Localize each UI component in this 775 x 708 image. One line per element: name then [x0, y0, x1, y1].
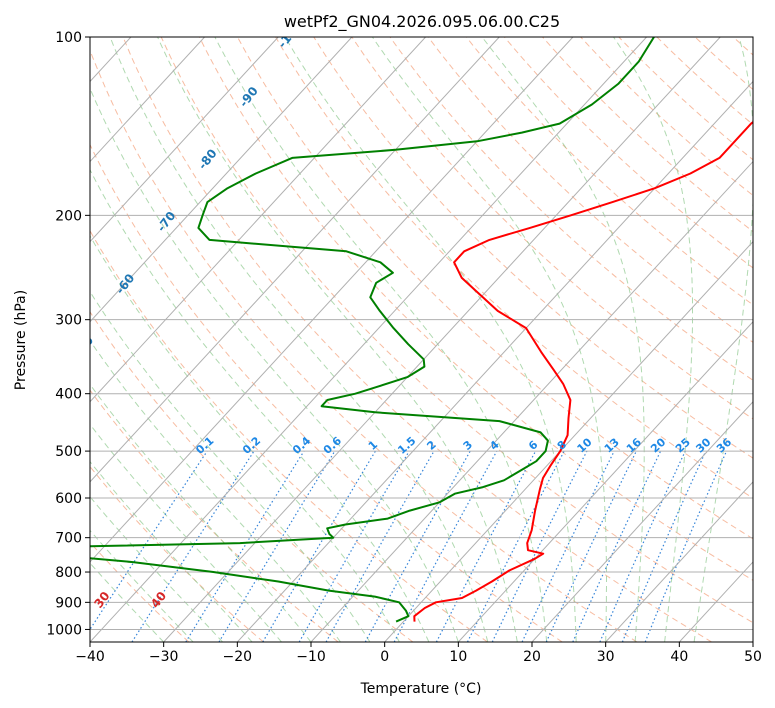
isotherm-line — [236, 80, 753, 642]
moist-adiabat — [371, 37, 607, 642]
isotherm-line — [605, 481, 753, 642]
moist-adiabat — [90, 383, 312, 642]
dry-adiabat — [160, 37, 753, 624]
x-tick-label: −30 — [149, 649, 179, 665]
moist-adiabat — [90, 339, 341, 642]
y-tick-label: 200 — [55, 208, 82, 224]
moist-adiabat — [481, 37, 645, 642]
dry-adiabat — [389, 37, 753, 381]
x-axis-label: Temperature (°C) — [360, 681, 482, 697]
moist-adiabat — [90, 460, 253, 642]
mixing-ratio-line — [185, 450, 305, 642]
moist-adiabat — [90, 495, 223, 642]
dry-adiabat — [90, 49, 638, 642]
dry-adiabat — [198, 37, 753, 581]
dry-adiabat — [465, 37, 753, 306]
axes: −40 −30 −20 −10 0 10 20 30 40 50 1000 900 800 700 600 5… — [46, 30, 762, 665]
y-axis-label: Pressure (hPa) — [13, 290, 29, 390]
mixing-ratio-line — [90, 450, 208, 631]
isotherm-line — [90, 37, 426, 403]
dewpoint-profile — [90, 37, 655, 623]
mixing-ratio-line — [218, 450, 336, 642]
dry-adiabat — [90, 311, 414, 642]
mixing-ratio-line — [325, 450, 435, 642]
y-tick-label: 700 — [55, 531, 82, 547]
dry-adiabat — [90, 229, 488, 642]
x-tick-label: 30 — [597, 649, 615, 665]
isotherm-line — [384, 240, 753, 642]
dry-adiabat — [542, 37, 753, 233]
mixing-ratio-line — [393, 450, 498, 642]
mixing-ratio-line — [466, 450, 565, 642]
isotherm-line — [310, 160, 753, 642]
moist-adiabat — [90, 562, 165, 642]
y-tick-label: 300 — [55, 313, 82, 329]
moist-adiabat — [613, 37, 693, 642]
y-tick-label: 900 — [55, 595, 82, 611]
mixing-ratio-line — [131, 450, 255, 642]
y-tick-label: 800 — [55, 565, 82, 581]
moist-adiabat — [284, 37, 577, 642]
background-grid — [90, 37, 753, 642]
plot-frame — [89, 36, 754, 643]
profile-lines — [90, 37, 753, 623]
chart-title: wetPf2_GN04.2026.095.06.00.C25 — [284, 12, 560, 32]
mixing-ratio-line — [621, 450, 707, 642]
x-tick-label: −40 — [75, 649, 105, 665]
mixing-ratio-line — [364, 450, 471, 642]
isotherm-line — [531, 401, 753, 642]
x-tick-label: 0 — [380, 649, 389, 665]
moist-adiabat — [157, 37, 518, 642]
isotherm-line — [90, 37, 647, 642]
y-tick-label: 500 — [55, 444, 82, 460]
isotherm-line — [90, 37, 500, 483]
dry-adiabat — [122, 37, 712, 642]
y-tick-label: 600 — [55, 491, 82, 507]
isotherm-line — [457, 320, 753, 642]
isotherm-line — [90, 37, 279, 243]
isotherm-line — [90, 37, 353, 323]
dry-adiabat — [275, 37, 753, 499]
isotherm-line — [90, 37, 574, 563]
moist-adiabat — [90, 234, 400, 642]
dry-adiabat — [90, 143, 563, 642]
x-tick-label: −10 — [296, 649, 326, 665]
isotherm-line — [90, 37, 205, 163]
moist-adiabat — [90, 290, 371, 642]
y-tick-label: 400 — [55, 387, 82, 403]
x-tick-label: 40 — [670, 649, 688, 665]
dry-adiabat — [351, 37, 753, 420]
x-tick-label: 20 — [523, 649, 541, 665]
y-tick-label: 1000 — [46, 622, 82, 638]
moist-adiabat — [90, 168, 430, 642]
dry-adiabat — [504, 37, 753, 269]
x-tick-label: 10 — [449, 649, 467, 665]
moist-adiabat — [693, 37, 753, 642]
moist-adiabat — [214, 37, 548, 642]
moist-adiabat — [90, 87, 459, 642]
x-tick-label: 50 — [744, 649, 762, 665]
x-tick-label: −20 — [223, 649, 253, 665]
mixing-ratio-line — [599, 450, 686, 642]
temperature-profile — [413, 120, 753, 622]
y-tick-label: 100 — [55, 30, 82, 46]
mixing-ratio-line — [491, 450, 588, 642]
